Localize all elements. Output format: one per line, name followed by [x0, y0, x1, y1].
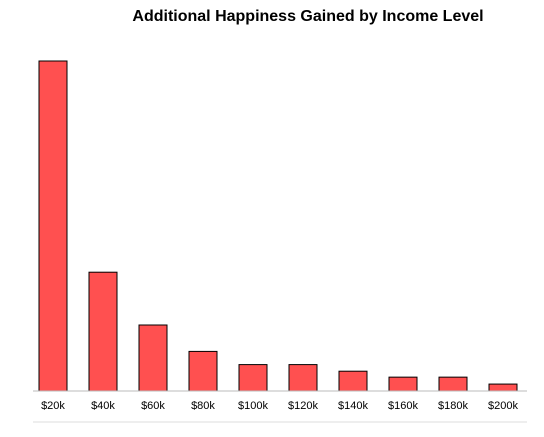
x-tick-label: $160k [388, 400, 418, 412]
bar [188, 350, 218, 392]
x-tick-label: $180k [438, 400, 468, 412]
bar [388, 376, 418, 392]
chart-title: Additional Happiness Gained by Income Le… [132, 8, 483, 25]
x-tick-label: $40k [91, 400, 115, 412]
bar [438, 376, 468, 392]
bar [138, 324, 168, 392]
x-tick-label: $200k [488, 400, 518, 412]
bar [88, 271, 118, 392]
x-tick-label: $60k [141, 400, 165, 412]
x-tick-label: $80k [191, 400, 215, 412]
x-tick-label: $140k [338, 400, 368, 412]
bar [38, 60, 68, 392]
bar [288, 364, 318, 392]
x-tick-label: $120k [288, 400, 318, 412]
x-tick-label: $100k [238, 400, 268, 412]
x-tick-label: $20k [41, 400, 65, 412]
bar [488, 383, 518, 392]
bar [238, 364, 268, 392]
bar [338, 370, 368, 392]
